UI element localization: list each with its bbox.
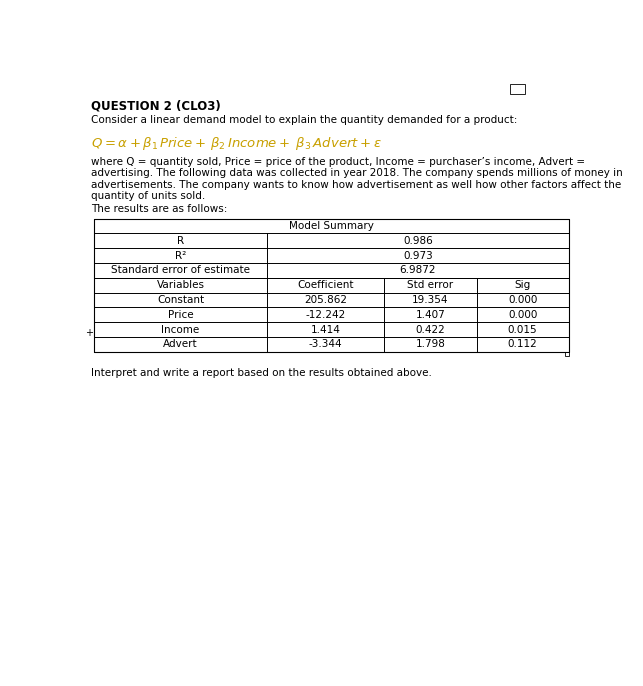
Text: Coefficient: Coefficient	[298, 280, 354, 290]
Text: 0.000: 0.000	[508, 310, 538, 320]
Text: QUESTION 2 (CLO3): QUESTION 2 (CLO3)	[91, 99, 221, 113]
Text: -3.344: -3.344	[309, 340, 343, 349]
Text: advertisements. The company wants to know how advertisement as well how other fa: advertisements. The company wants to kno…	[91, 180, 622, 189]
Text: 0.015: 0.015	[508, 324, 538, 335]
Text: Std error: Std error	[408, 280, 453, 290]
Text: 0.986: 0.986	[403, 236, 433, 246]
Text: 0.422: 0.422	[415, 324, 446, 335]
Text: Interpret and write a report based on the results obtained above.: Interpret and write a report based on th…	[91, 368, 432, 377]
Text: 0.973: 0.973	[403, 250, 433, 261]
Text: advertising. The following data was collected in year 2018. The company spends m: advertising. The following data was coll…	[91, 169, 623, 178]
Text: Price: Price	[168, 310, 194, 320]
Text: Variables: Variables	[156, 280, 204, 290]
Text: 205.862: 205.862	[304, 295, 347, 305]
Text: Standard error of estimate: Standard error of estimate	[111, 265, 250, 275]
Text: 1.798: 1.798	[415, 340, 446, 349]
Text: Income: Income	[161, 324, 200, 335]
Text: -12.242: -12.242	[305, 310, 346, 320]
Text: 19.354: 19.354	[412, 295, 449, 305]
Text: +: +	[86, 328, 93, 338]
Bar	[565, 352, 569, 356]
Text: Constant: Constant	[157, 295, 204, 305]
Text: 0.112: 0.112	[508, 340, 538, 349]
Bar	[510, 84, 525, 94]
Text: 1.414: 1.414	[311, 324, 341, 335]
Text: 1.407: 1.407	[415, 310, 446, 320]
Text: Consider a linear demand model to explain the quantity demanded for a product:: Consider a linear demand model to explai…	[91, 115, 518, 125]
Text: Sig: Sig	[514, 280, 530, 290]
Text: $Q = \alpha + \beta_1\,\mathit{Price}+\, \beta_2\,\mathit{Income}+\; \beta_3\,\m: $Q = \alpha + \beta_1\,\mathit{Price}+\,…	[91, 135, 382, 152]
Text: Advert: Advert	[163, 340, 198, 349]
Text: R: R	[177, 236, 184, 246]
Text: 0.000: 0.000	[508, 295, 538, 305]
Text: 6.9872: 6.9872	[400, 265, 436, 275]
Text: Model Summary: Model Summary	[289, 221, 374, 231]
Text: where Q = quantity sold, Price = price of the product, Income = purchaser’s inco: where Q = quantity sold, Price = price o…	[91, 157, 586, 167]
Text: R²: R²	[175, 250, 186, 261]
Text: The results are as follows:: The results are as follows:	[91, 204, 228, 214]
Text: quantity of units sold.: quantity of units sold.	[91, 191, 206, 200]
